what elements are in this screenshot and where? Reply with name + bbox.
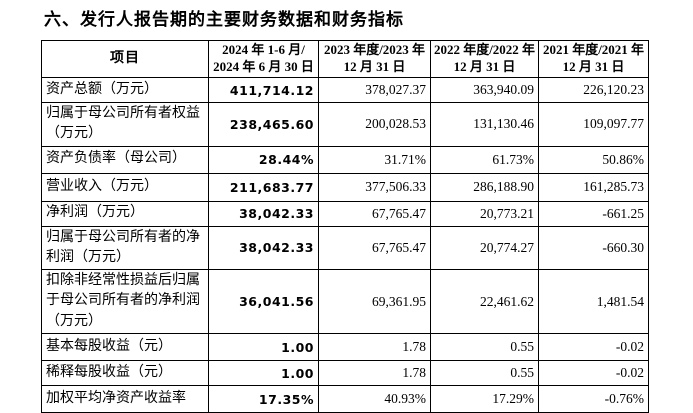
value-cell: 28.44% xyxy=(208,145,319,174)
col-header-2023-line1: 2023 年度/2023 年 xyxy=(323,42,426,58)
value-cell: -661.25 xyxy=(538,200,649,227)
value-cell: 38,042.33 xyxy=(208,225,319,271)
col-header-2021-line2: 12 月 31 日 xyxy=(562,59,625,74)
page-title: 六、发行人报告期的主要财务数据和财务指标 xyxy=(44,10,404,29)
value-cell: 20,773.21 xyxy=(430,200,539,227)
value-cell: 211,683.77 xyxy=(208,172,319,202)
value-cell: 1.78 xyxy=(318,360,431,387)
financial-table: 项目 2024 年 1-6 月/ 2024 年 6 月 30 日 2023 年度… xyxy=(41,40,649,413)
value-cell: 286,188.90 xyxy=(430,172,539,202)
col-header-2021-line1: 2021 年度/2021 年 xyxy=(542,42,645,58)
value-cell: 17.29% xyxy=(430,385,539,413)
col-header-2023-line2: 12 月 31 日 xyxy=(343,59,406,74)
row-label: 扣除非经常性损益后归属于母公司所有者的净利润（万元） xyxy=(41,269,209,335)
value-cell: -0.02 xyxy=(538,333,649,362)
value-cell: 363,940.09 xyxy=(430,77,539,103)
value-cell: 67,765.47 xyxy=(318,225,431,271)
value-cell: 0.55 xyxy=(430,333,539,362)
value-cell: 69,361.95 xyxy=(318,269,431,335)
col-header-2024: 2024 年 1-6 月/ 2024 年 6 月 30 日 xyxy=(208,40,319,78)
value-cell: 377,506.33 xyxy=(318,172,431,202)
value-cell: 226,120.23 xyxy=(538,77,649,103)
col-header-2023: 2023 年度/2023 年 12 月 31 日 xyxy=(318,40,431,78)
table-row: 扣除非经常性损益后归属于母公司所有者的净利润（万元） 36,041.56 69,36… xyxy=(41,269,649,335)
value-cell: 411,714.12 xyxy=(208,77,319,103)
row-label: 资产总额（万元） xyxy=(41,77,209,103)
table-row: 基本每股收益（元） 1.00 1.78 0.55 -0.02 xyxy=(41,333,649,362)
row-label: 归属于母公司所有者权益（万元） xyxy=(41,102,209,147)
value-cell: 1.78 xyxy=(318,333,431,362)
row-label: 基本每股收益（元） xyxy=(41,333,209,362)
value-cell: 161,285.73 xyxy=(538,172,649,202)
row-label: 加权平均净资产收益率 xyxy=(41,385,209,413)
table-row: 营业收入（万元） 211,683.77 377,506.33 286,188.90 16… xyxy=(41,172,649,202)
value-cell: 61.73% xyxy=(430,145,539,174)
col-header-item: 项目 xyxy=(41,40,209,78)
value-cell: 1.00 xyxy=(208,333,319,362)
table-row: 归属于母公司所有者的净利润（万元） 38,042.33 67,765.47 20,77… xyxy=(41,225,649,271)
table-row: 加权平均净资产收益率 17.35% 40.93% 17.29% -0.76% xyxy=(41,385,649,413)
value-cell: 31.71% xyxy=(318,145,431,174)
table-body: 资产总额（万元） 411,714.12 378,027.37 363,940.09 22… xyxy=(41,77,649,413)
value-cell: 109,097.77 xyxy=(538,102,649,147)
value-cell: 22,461.62 xyxy=(430,269,539,335)
value-cell: 20,774.27 xyxy=(430,225,539,271)
value-cell: -0.76% xyxy=(538,385,649,413)
col-header-2021: 2021 年度/2021 年 12 月 31 日 xyxy=(538,40,649,78)
value-cell: 378,027.37 xyxy=(318,77,431,103)
table-row: 稀释每股收益（元） 1.00 1.78 0.55 -0.02 xyxy=(41,360,649,387)
row-label: 净利润（万元） xyxy=(41,200,209,227)
table-row: 净利润（万元） 38,042.33 67,765.47 20,773.21 -661.2… xyxy=(41,200,649,227)
row-label: 稀释每股收益（元） xyxy=(41,360,209,387)
value-cell: 200,028.53 xyxy=(318,102,431,147)
value-cell: 36,041.56 xyxy=(208,269,319,335)
row-label: 资产负债率（母公司） xyxy=(41,145,209,174)
col-header-2022: 2022 年度/2022 年 12 月 31 日 xyxy=(430,40,539,78)
col-header-2024-line2: 2024 年 6 月 30 日 xyxy=(213,59,314,74)
value-cell: 38,042.33 xyxy=(208,200,319,227)
value-cell: 0.55 xyxy=(430,360,539,387)
col-header-2024-line1: 2024 年 1-6 月/ xyxy=(222,42,305,58)
value-cell: -0.02 xyxy=(538,360,649,387)
value-cell: 50.86% xyxy=(538,145,649,174)
value-cell: 131,130.46 xyxy=(430,102,539,147)
value-cell: 1,481.54 xyxy=(538,269,649,335)
header-row: 项目 2024 年 1-6 月/ 2024 年 6 月 30 日 2023 年度… xyxy=(41,40,649,78)
value-cell: -660.30 xyxy=(538,225,649,271)
table-row: 资产总额（万元） 411,714.12 378,027.37 363,940.09 22… xyxy=(41,77,649,103)
table-row: 归属于母公司所有者权益（万元） 238,465.60 200,028.53 131,1… xyxy=(41,102,649,147)
value-cell: 238,465.60 xyxy=(208,102,319,147)
value-cell: 40.93% xyxy=(318,385,431,413)
value-cell: 17.35% xyxy=(208,385,319,413)
table-row: 资产负债率（母公司） 28.44% 31.71% 61.73% 50.86% xyxy=(41,145,649,174)
col-header-2022-line1: 2022 年度/2022 年 xyxy=(433,42,536,58)
row-label: 营业收入（万元） xyxy=(41,172,209,202)
value-cell: 1.00 xyxy=(208,360,319,387)
row-label: 归属于母公司所有者的净利润（万元） xyxy=(41,225,209,271)
col-header-2022-line2: 12 月 31 日 xyxy=(453,59,516,74)
value-cell: 67,765.47 xyxy=(318,200,431,227)
